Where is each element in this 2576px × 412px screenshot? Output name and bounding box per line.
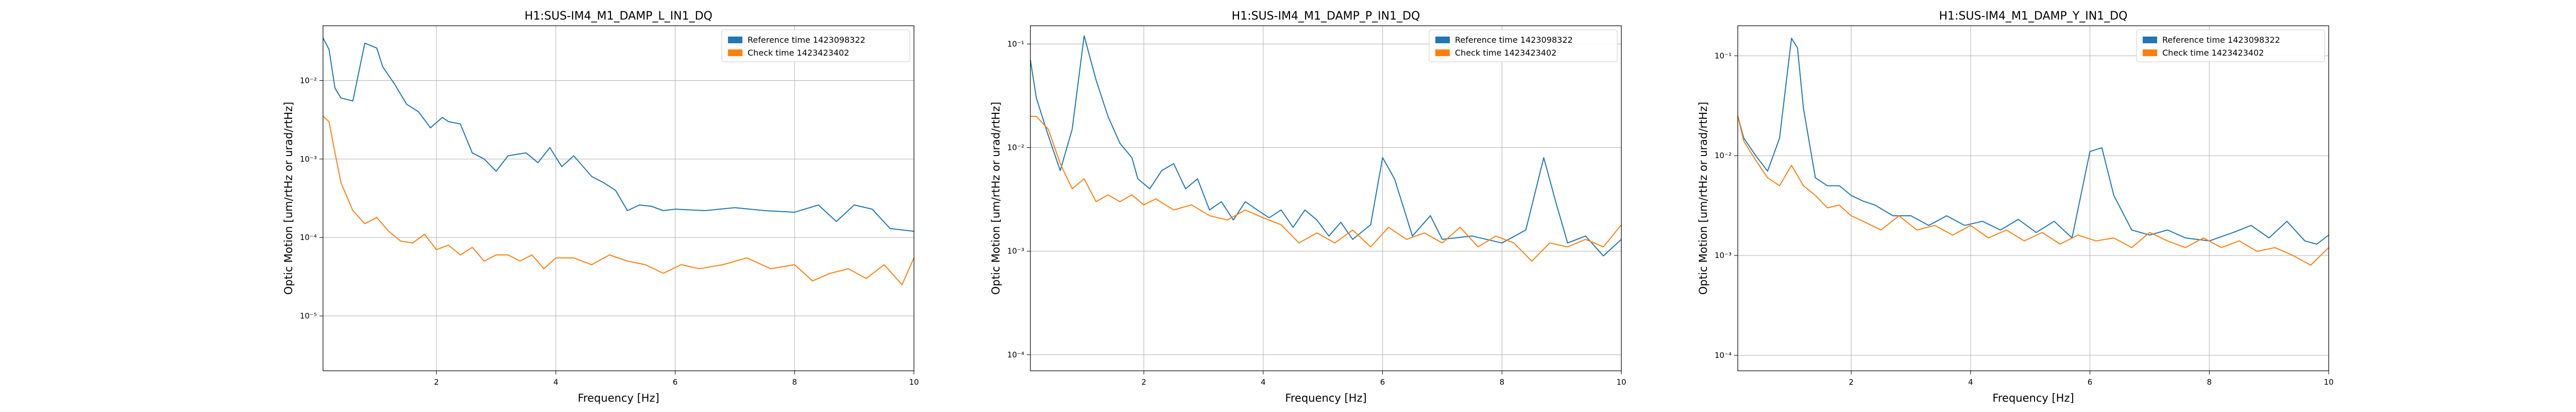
legend-label: Check time 1423423402 — [748, 48, 849, 58]
y-axis-label: Optic Motion [um/rtHz or urad/rtHz] — [282, 102, 295, 295]
check-series-line — [1030, 116, 1622, 262]
legend-label: Check time 1423423402 — [2162, 48, 2264, 58]
x-tick-label: 2 — [434, 377, 439, 387]
x-tick-label: 2 — [1849, 377, 1854, 387]
y-tick-label: 10⁻⁴ — [1007, 350, 1024, 359]
legend-swatch — [2143, 49, 2157, 56]
x-tick-label: 6 — [2088, 377, 2093, 387]
check-series-line — [323, 116, 914, 285]
chart-panel-1: 2 4 6 8 10 10⁻⁵ 10⁻⁴ 10⁻³ 10⁻² H1:SUS-IM4_M1_DAMP… — [282, 10, 919, 404]
y-axis-label: Optic Motion [um/rtHz or urad/rtHz] — [990, 102, 1002, 295]
x-tick-label: 6 — [673, 377, 678, 387]
y-tick-label: 10⁻² — [1007, 143, 1024, 152]
check-series-line — [1737, 115, 2329, 266]
reference-series-line — [1737, 38, 2329, 245]
legend-swatch — [1435, 37, 1450, 43]
reference-series-line — [1030, 35, 1622, 256]
axes-frame — [323, 25, 914, 371]
legend-box — [1429, 29, 1618, 62]
figure-panels: 2 4 6 8 10 10⁻⁵ 10⁻⁴ 10⁻³ 10⁻² H1:SUS-IM4_M1_DAMP… — [282, 10, 2334, 404]
x-tick-label: 4 — [1968, 377, 1973, 387]
axes-frame — [1737, 25, 2329, 371]
x-axis-label: Frequency [Hz] — [1285, 392, 1366, 404]
y-tick-label: 10⁻¹ — [1007, 39, 1024, 48]
x-tick-label: 8 — [792, 377, 798, 387]
legend-box — [721, 29, 910, 62]
chart-title: H1:SUS-IM4_M1_DAMP_L_IN1_DQ — [524, 10, 713, 23]
x-axis-label: Frequency [Hz] — [578, 392, 659, 404]
x-tick-label: 4 — [553, 377, 558, 387]
chart-title: H1:SUS-IM4_M1_DAMP_P_IN1_DQ — [1232, 10, 1420, 23]
plot-area — [1030, 26, 1621, 371]
reference-series-line — [323, 38, 914, 232]
legend-box — [2136, 29, 2325, 62]
y-tick-label: 10⁻⁴ — [1715, 351, 1732, 360]
y-tick-label: 10⁻³ — [300, 154, 317, 164]
y-axis-label: Optic Motion [um/rtHz or urad/rtHz] — [1697, 102, 1709, 295]
x-tick-label: 8 — [2207, 377, 2212, 387]
chart-panel-3: 2 4 6 8 10 10⁻⁴ 10⁻³ 10⁻² 10⁻¹ H1:SUS-IM4_M1_DAMP… — [1697, 10, 2334, 404]
legend-label: Reference time 1423098322 — [748, 35, 866, 45]
x-tick-label: 10 — [909, 377, 919, 387]
x-axis-label: Frequency [Hz] — [1992, 392, 2074, 404]
legend-swatch — [728, 37, 742, 43]
legend: Reference time 1423098322 Check time 1423… — [721, 29, 910, 62]
legend-swatch — [2143, 37, 2157, 43]
chart-title: H1:SUS-IM4_M1_DAMP_Y_IN1_DQ — [1939, 10, 2128, 23]
legend: Reference time 1423098322 Check time 1423… — [2136, 29, 2325, 62]
legend-label: Check time 1423423402 — [1455, 48, 1556, 58]
x-tick-label: 6 — [1380, 377, 1385, 387]
plot-area — [1738, 26, 2329, 371]
legend: Reference time 1423098322 Check time 1423… — [1429, 29, 1618, 62]
legend-label: Reference time 1423098322 — [2162, 35, 2280, 45]
y-tick-label: 10⁻³ — [1715, 251, 1732, 260]
axes-frame — [1030, 25, 1622, 371]
plot-area — [323, 26, 914, 371]
legend-swatch — [728, 49, 742, 56]
x-tick-label: 10 — [1616, 377, 1626, 387]
x-tick-label: 8 — [1500, 377, 1505, 387]
y-tick-label: 10⁻⁵ — [300, 312, 317, 321]
legend-label: Reference time 1423098322 — [1455, 35, 1573, 45]
x-tick-label: 10 — [2324, 377, 2333, 387]
y-tick-label: 10⁻² — [1715, 151, 1732, 160]
y-tick-label: 10⁻⁴ — [300, 233, 317, 242]
x-tick-label: 2 — [1141, 377, 1146, 387]
chart-panel-2: 2 4 6 8 10 10⁻⁴ 10⁻³ 10⁻² 10⁻¹ H1:SUS-IM4_M1_DAMP… — [990, 10, 1626, 404]
y-tick-label: 10⁻³ — [1007, 247, 1024, 256]
legend-swatch — [1435, 49, 1450, 56]
y-tick-label: 10⁻¹ — [1715, 51, 1732, 60]
y-tick-label: 10⁻² — [300, 76, 317, 85]
x-tick-label: 4 — [1261, 377, 1266, 387]
